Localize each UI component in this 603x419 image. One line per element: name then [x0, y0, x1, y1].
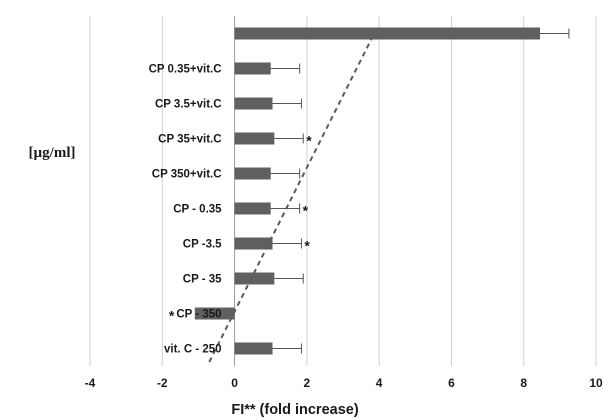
- significance-markers: * * * *: [169, 133, 312, 324]
- x-tick-label: 6: [448, 376, 455, 390]
- x-tick-label: 10: [589, 376, 603, 390]
- category-labels: CP 0.35+vit.C CP 3.5+vit.C CP 35+vit.C CP 3…: [149, 64, 223, 356]
- significance-marker: *: [306, 133, 312, 149]
- x-tick-label: 2: [304, 376, 311, 390]
- bar: [234, 202, 271, 215]
- bar: [234, 237, 273, 250]
- bar: [194, 307, 235, 320]
- trendline: [208, 37, 373, 363]
- y-axis-label: [µg/ml]: [29, 145, 76, 161]
- category-label: CP 35+vit.C: [158, 134, 221, 146]
- x-tick-label: -4: [85, 376, 96, 390]
- significance-marker: *: [169, 308, 175, 324]
- category-label: CP 0.35+vit.C: [149, 64, 222, 76]
- bar: [234, 27, 540, 40]
- x-tick-label: 8: [520, 376, 527, 390]
- category-label: CP - 350: [176, 309, 221, 321]
- x-tick-label: 4: [376, 376, 383, 390]
- x-axis-label: FI** (fold increase): [231, 402, 358, 418]
- category-label: CP - 35: [183, 274, 222, 286]
- x-tick-label: 0: [231, 376, 238, 390]
- bar: [234, 342, 273, 355]
- significance-marker: *: [303, 203, 309, 219]
- bars: [194, 27, 540, 355]
- category-label: CP 350+vit.C: [152, 169, 222, 181]
- bar: [234, 167, 271, 180]
- x-tick-label: -2: [157, 376, 168, 390]
- significance-marker: *: [304, 238, 310, 254]
- category-label: vit. C - 250: [164, 344, 222, 356]
- bar: [234, 97, 273, 110]
- bar: [234, 272, 275, 285]
- x-tick-labels: -4 -2 0 2 4 6 8 10: [85, 376, 603, 390]
- error-bars: [270, 28, 570, 354]
- category-label: CP 3.5+vit.C: [155, 99, 222, 111]
- bar: [234, 132, 275, 145]
- trendline: [208, 37, 373, 363]
- category-label: CP - 0.35: [173, 204, 222, 216]
- category-label: CP -3.5: [183, 239, 222, 251]
- bar: [234, 62, 271, 75]
